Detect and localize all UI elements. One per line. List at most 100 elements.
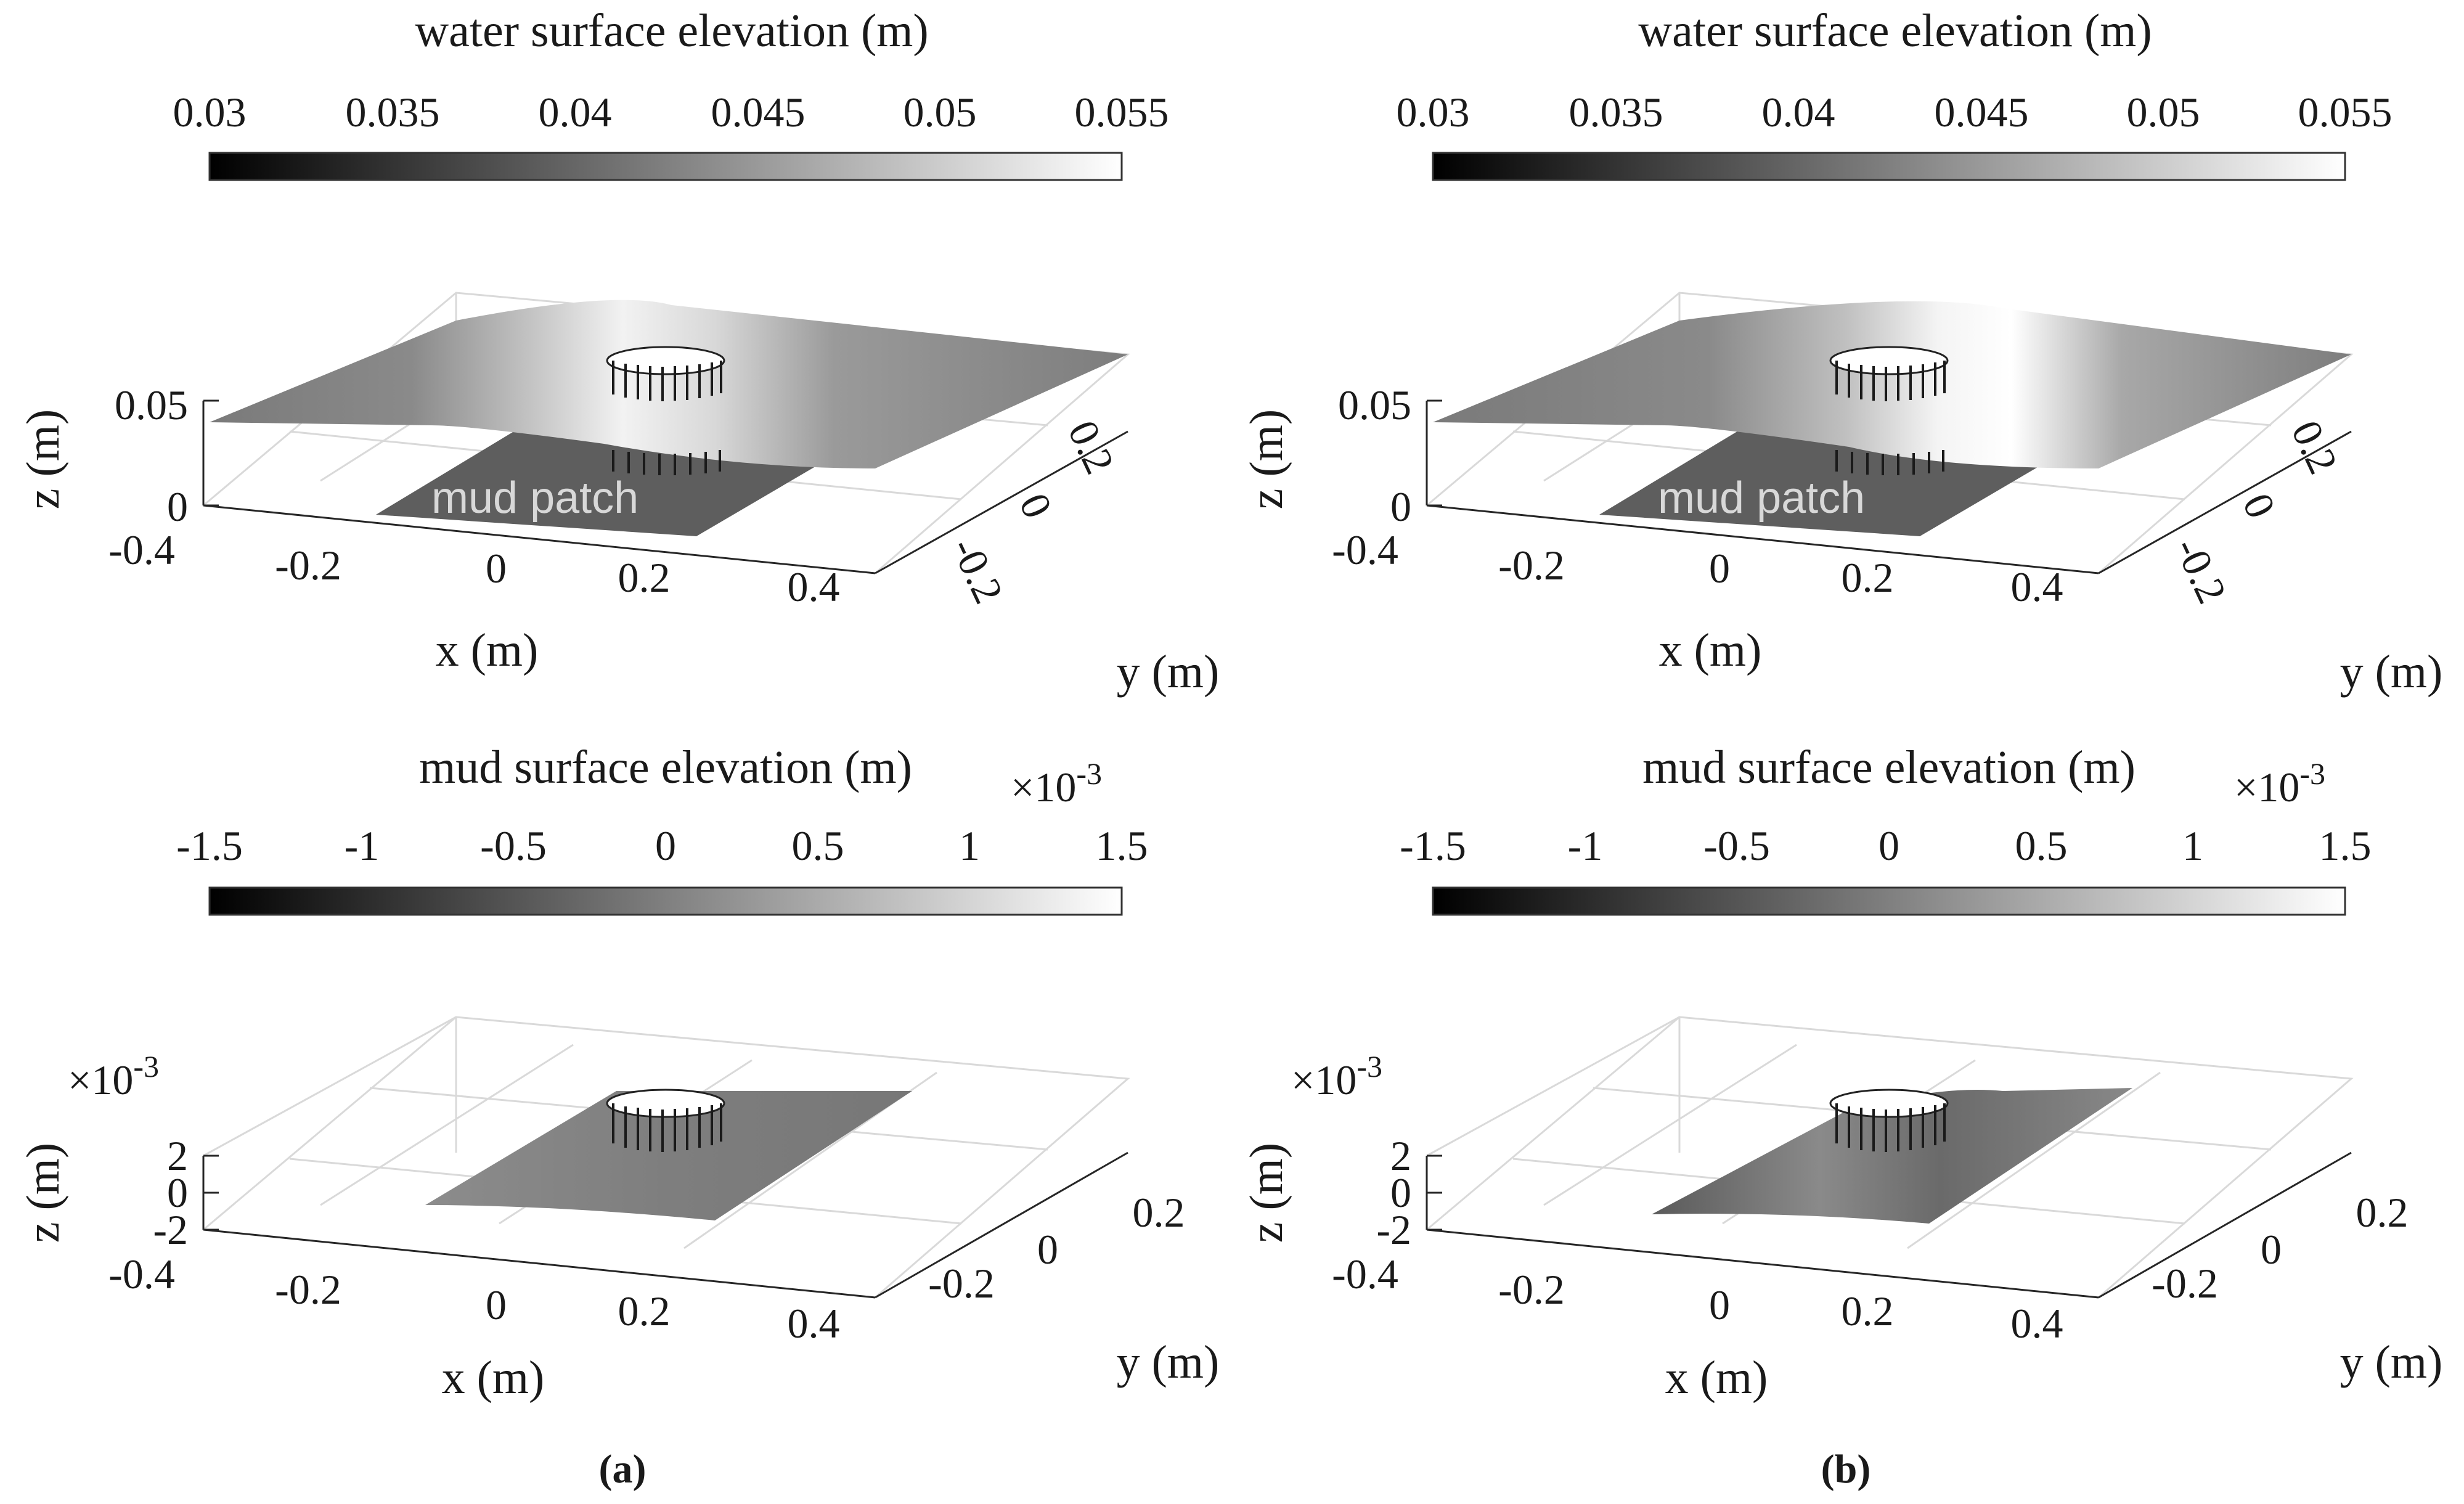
colorbar-tick: -0.5: [1703, 822, 1770, 869]
z-exponent: ×10-3: [1291, 1049, 1382, 1103]
colorbar: [208, 886, 1123, 916]
colorbar-tick: 1: [959, 822, 980, 869]
axis-lines: [202, 399, 1128, 574]
colorbar-tick: -0.5: [480, 822, 547, 869]
colorbar: [208, 152, 1123, 181]
colorbar-tick: 0.04: [1762, 89, 1835, 136]
z-axis-label: z (m): [17, 1143, 69, 1243]
x-axis-label: x (m): [436, 624, 539, 676]
axis-lines: [1426, 1151, 2352, 1299]
y-tick: 0: [1010, 486, 1061, 525]
colorbar-ticklabels: -1.5 -1 -0.5 0 0.5 1 1.5: [1400, 822, 2371, 869]
colorbar-tick: 0: [1879, 822, 1899, 869]
x-tick: 0.4: [2011, 563, 2063, 610]
colorbar-tick: 1.5: [1096, 822, 1148, 869]
y-tick: 0.2: [2356, 1189, 2409, 1236]
x-tick: -0.2: [275, 1266, 341, 1313]
z-axis-label: z (m): [17, 409, 69, 509]
y-tick: 0.2: [1059, 414, 1124, 481]
colorbar-ticklabels: -1.5 -1 -0.5 0 0.5 1 1.5: [176, 822, 1148, 869]
y-tick: 0.2: [2282, 414, 2347, 481]
y-tick: 0: [2234, 486, 2285, 525]
mud-patch-label: mud patch: [1658, 473, 1865, 523]
axis-lines: [202, 1151, 1128, 1299]
z-tick: 0: [1390, 483, 1411, 530]
x-axis-label: x (m): [442, 1352, 545, 1404]
colorbar-tick: 0.045: [711, 89, 806, 136]
colorbar-exponent: ×10-3: [2234, 756, 2325, 811]
x-tick: 0.4: [2011, 1300, 2063, 1347]
z-tick: 0: [167, 1169, 188, 1216]
x-axis-label: x (m): [1659, 624, 1762, 676]
y-tick: -0.2: [2166, 530, 2236, 610]
z-tick: 0: [167, 483, 188, 530]
z-tick: -2: [153, 1206, 188, 1253]
z-tick: 2: [167, 1132, 188, 1179]
panel-b-mud: mud surface elevation (m) ×10-3 -1.5 -1 …: [1241, 742, 2442, 1404]
y-axis-label: y (m): [1117, 1336, 1220, 1388]
colorbar: [1432, 886, 2346, 916]
y-tick: -0.2: [942, 530, 1013, 610]
y-tick: 0.2: [1133, 1189, 1185, 1236]
colorbar-tick: -1.5: [1400, 822, 1466, 869]
colorbar-tick: 0.045: [1935, 89, 2029, 136]
x-tick: -0.2: [275, 542, 341, 589]
colorbar-tick: 0: [655, 822, 676, 869]
x-tick: 0.2: [1842, 1288, 1894, 1334]
x-tick: 0.2: [618, 554, 671, 601]
z-exponent: ×10-3: [68, 1049, 159, 1103]
x-tick: -0.4: [108, 1251, 175, 1298]
x-tick: 0.2: [618, 1288, 671, 1334]
x-tick: 0.4: [788, 563, 840, 610]
colorbar-tick: 0.5: [792, 822, 844, 869]
z-tick: 0: [1390, 1169, 1411, 1216]
colorbar-tick: 0.055: [2298, 89, 2393, 136]
y-tick: -0.2: [928, 1260, 995, 1307]
colorbar-tick: 0.05: [904, 89, 977, 136]
z-tick: 0.05: [115, 382, 188, 428]
x-tick: 0.2: [1842, 554, 1894, 601]
y-axis-label: y (m): [1117, 646, 1220, 698]
colorbar-tick: 0.03: [173, 89, 247, 136]
cylinder: [606, 346, 725, 475]
mud-surface: [1652, 1088, 2132, 1224]
x-tick: 0: [486, 545, 507, 592]
colorbar-tick: 0.03: [1397, 89, 1470, 136]
z-tick: -2: [1376, 1206, 1411, 1253]
panel-b-water: water surface elevation (m) 0.03 0.035 0…: [1241, 5, 2442, 698]
y-tick: -0.2: [2152, 1260, 2218, 1307]
colorbar-exponent: ×10-3: [1011, 756, 1102, 811]
x-tick: 0.4: [788, 1300, 840, 1347]
mud-surface: [425, 1091, 912, 1220]
x-axis-label: x (m): [1665, 1352, 1768, 1404]
panel-a-water: water surface elevation (m) 0.03 0.035 0…: [17, 5, 1219, 698]
x-tick: 0: [1709, 545, 1730, 592]
colorbar-tick: -1.5: [176, 822, 243, 869]
colorbar-ticklabels: 0.03 0.035 0.04 0.045 0.05 0.055: [1397, 89, 2393, 136]
x-tick: -0.4: [108, 526, 175, 573]
x-tick: -0.4: [1332, 1251, 1398, 1298]
colorbar: [1432, 152, 2346, 181]
colorbar-tick: 0.04: [539, 89, 612, 136]
panel-label-a: (a): [599, 1447, 647, 1492]
colorbar-title: water surface elevation (m): [415, 5, 928, 57]
colorbar-tick: -1: [345, 822, 380, 869]
colorbar-tick: -1: [1568, 822, 1603, 869]
cylinder: [1829, 346, 1949, 475]
x-tick: -0.2: [1498, 542, 1565, 589]
colorbar-tick: 0.5: [2015, 822, 2068, 869]
colorbar-tick: 0.035: [346, 89, 440, 136]
z-axis-label: z (m): [1241, 1143, 1292, 1243]
colorbar-tick: 0.05: [2127, 89, 2200, 136]
z-tick: 2: [1390, 1132, 1411, 1179]
z-tick: 0.05: [1338, 382, 1411, 428]
colorbar-tick: 0.055: [1075, 89, 1169, 136]
y-tick: 0: [1037, 1226, 1058, 1273]
x-tick: 0: [1709, 1281, 1730, 1328]
water-surface: [210, 300, 1128, 468]
x-tick: -0.4: [1332, 526, 1398, 573]
axis-lines: [1426, 399, 2352, 574]
colorbar-tick: 1.5: [2319, 822, 2372, 869]
colorbar-title: water surface elevation (m): [1638, 5, 2152, 57]
